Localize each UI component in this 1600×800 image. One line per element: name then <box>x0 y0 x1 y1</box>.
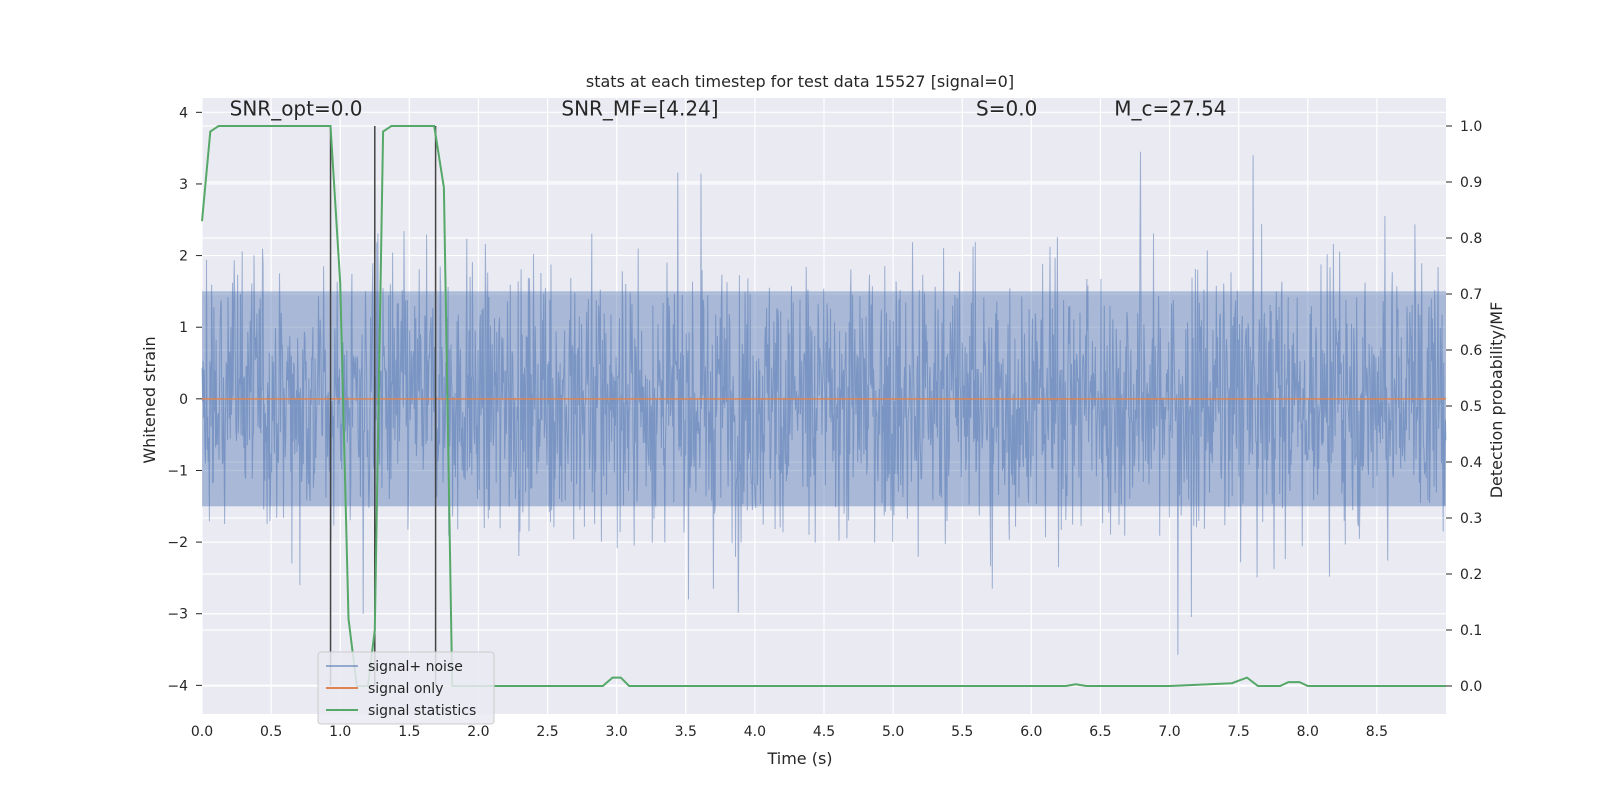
legend: signal+ noise signal only signal statist… <box>317 651 495 725</box>
x-tick-label: 0.5 <box>260 724 282 740</box>
x-tick-label: 4.5 <box>813 724 835 740</box>
x-tick-label: 2.0 <box>467 724 489 740</box>
y-right-tick-label: 0.7 <box>1460 287 1482 303</box>
x-tick-label: 6.0 <box>1020 724 1042 740</box>
x-tick-label: 0.0 <box>191 724 213 740</box>
legend-label-noise: signal+ noise <box>368 659 463 675</box>
annotations: SNR_opt=0.0 SNR_MF=[4.24] S=0.0 M_c=27.54 <box>230 96 1227 120</box>
x-tick-label: 3.5 <box>675 724 697 740</box>
y-tick-label: 2 <box>179 249 188 265</box>
x-tick-label: 4.0 <box>744 724 766 740</box>
x-tick-label: 1.0 <box>329 724 351 740</box>
x-tick-label: 7.5 <box>1228 724 1250 740</box>
y-right-tick-label: 1.0 <box>1460 119 1482 135</box>
x-tick-label: 8.5 <box>1366 724 1388 740</box>
x-tick-label: 1.5 <box>398 724 420 740</box>
annotation-text: SNR_MF=[4.24] <box>561 96 718 120</box>
y-right-tick-label: 0.2 <box>1460 567 1482 583</box>
chart-title: stats at each timestep for test data 155… <box>586 72 1014 91</box>
y-tick-label: −3 <box>167 607 188 623</box>
annotation-text: S=0.0 <box>976 96 1037 120</box>
y-axis-label: Whitened strain <box>140 336 159 463</box>
x-tick-label: 5.0 <box>882 724 904 740</box>
y-tick-labels: −4 −3 −2 −1 0 1 2 3 4 <box>167 105 202 694</box>
y-tick-label: 0 <box>179 392 188 408</box>
annotation-text: M_c=27.54 <box>1114 96 1226 120</box>
y-tick-label: −1 <box>167 463 188 479</box>
y-right-tick-label: 0.5 <box>1460 399 1482 415</box>
gridlines <box>201 98 1446 714</box>
x-tick-label: 3.0 <box>606 724 628 740</box>
y-right-tick-label: 0.6 <box>1460 343 1482 359</box>
y-right-tick-label: 0.0 <box>1460 679 1482 695</box>
noise-trace <box>201 151 1447 655</box>
y-right-tick-label: 0.9 <box>1460 175 1482 191</box>
x-tick-labels: 0.0 0.5 1.0 1.5 2.0 2.5 3.0 3.5 4.0 4.5 5.0 5.5 6.0 6… <box>191 724 1388 740</box>
x-axis-label: Time (s) <box>766 749 832 768</box>
x-tick-label: 2.5 <box>536 724 558 740</box>
x-tick-label: 7.0 <box>1158 724 1180 740</box>
y-right-tick-labels: 0.0 0.1 0.2 0.3 0.4 0.5 0.6 0.7 0.8 0.9 1.0 <box>1446 119 1482 695</box>
x-tick-label: 6.5 <box>1089 724 1111 740</box>
y-tick-label: −4 <box>167 678 188 694</box>
legend-label-stats: signal statistics <box>368 703 476 719</box>
y-right-tick-label: 0.4 <box>1460 455 1482 471</box>
y-right-tick-label: 0.3 <box>1460 511 1482 527</box>
x-tick-label: 8.0 <box>1297 724 1319 740</box>
legend-box <box>317 651 495 725</box>
annotation-text: SNR_opt=0.0 <box>230 96 363 120</box>
y-right-tick-label: 0.1 <box>1460 623 1482 639</box>
y-tick-label: −2 <box>167 535 188 551</box>
y-right-axis-label: Detection probability/MF <box>1487 302 1506 499</box>
y-tick-label: 4 <box>179 105 188 121</box>
y-tick-label: 1 <box>179 320 188 336</box>
legend-label-signal: signal only <box>368 681 443 697</box>
y-tick-label: 3 <box>179 177 188 193</box>
x-tick-label: 5.5 <box>951 724 973 740</box>
y-right-tick-label: 0.8 <box>1460 231 1482 247</box>
